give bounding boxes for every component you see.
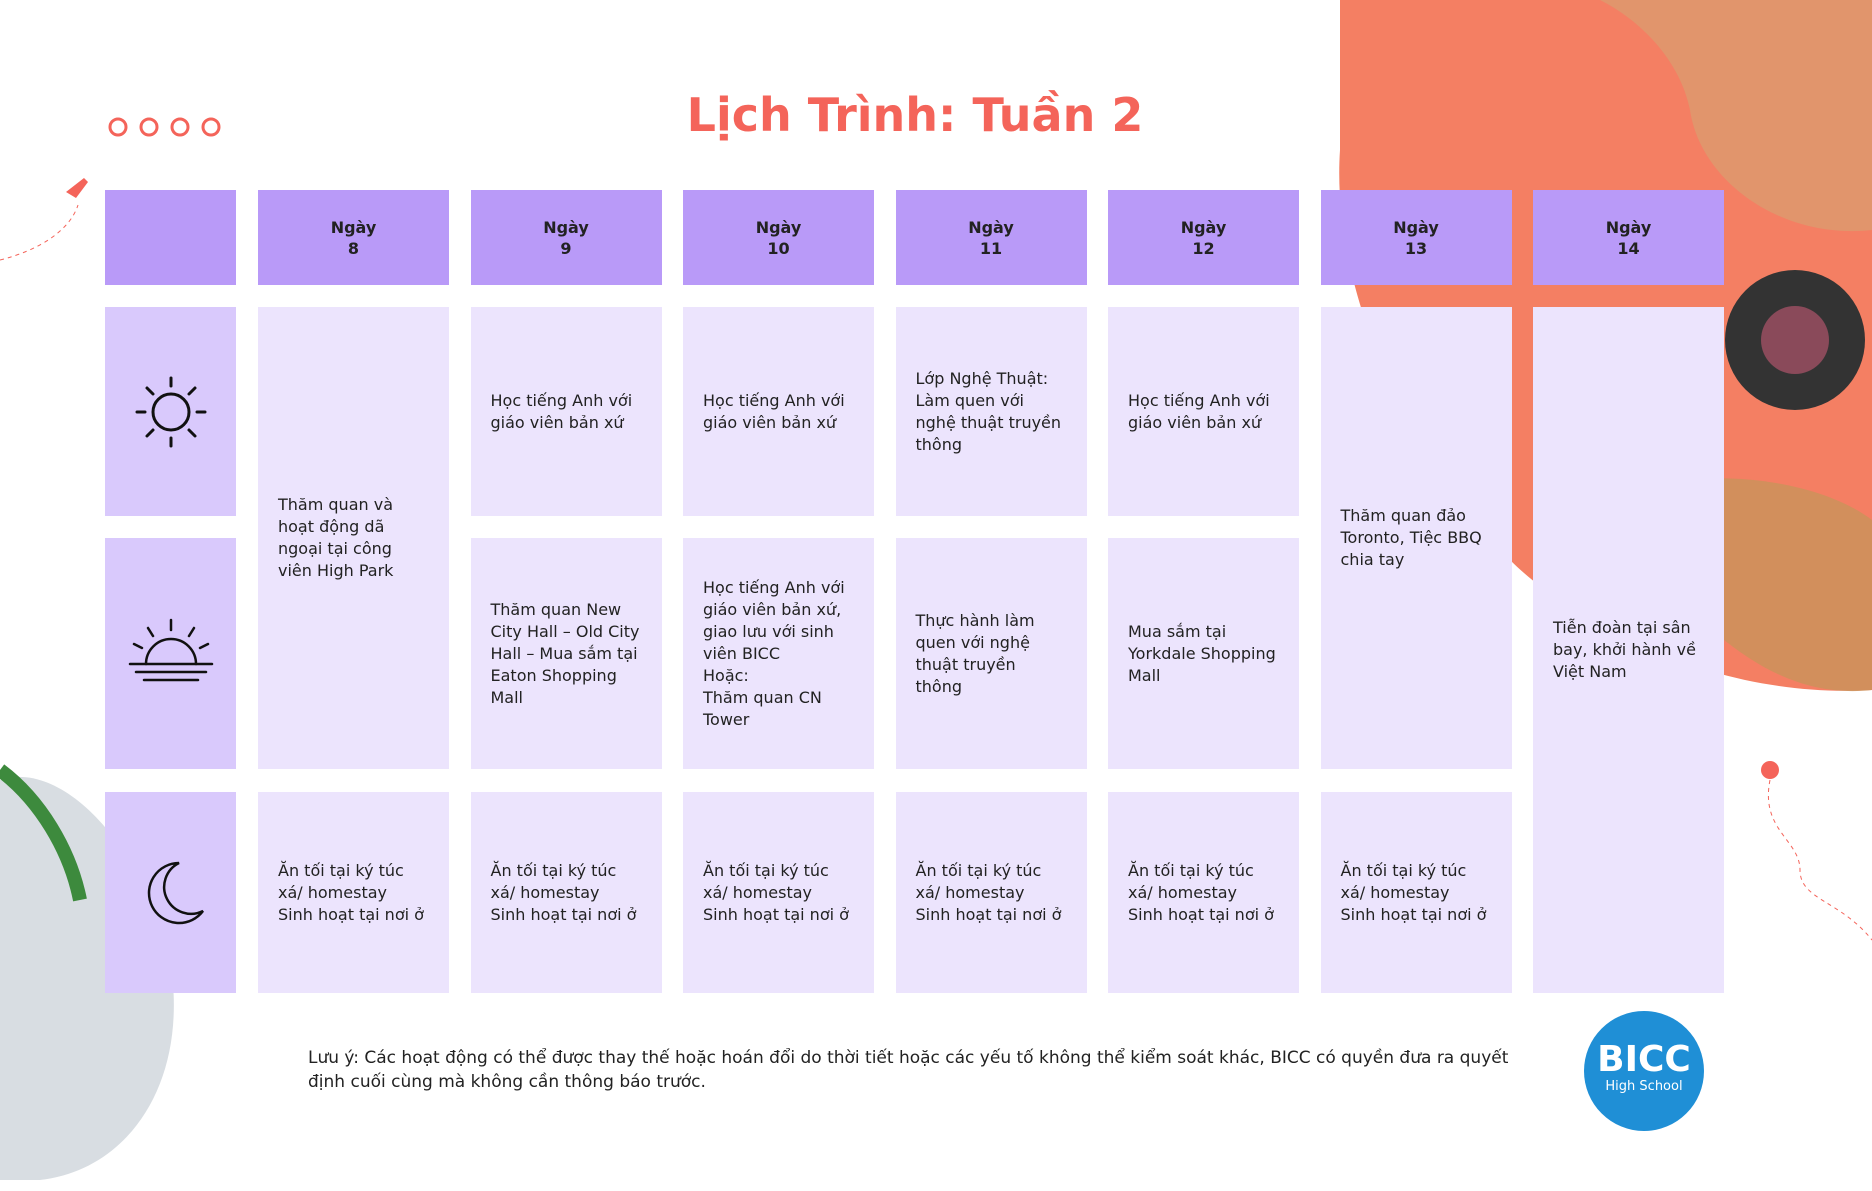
morning-icon [105, 307, 236, 516]
activity-text: Thăm quan và hoạt động dã ngoại tại công… [278, 495, 394, 580]
activity-text: Ăn tối tại ký túc xá/ homestay Sinh hoạt… [703, 860, 849, 924]
day-label: Ngày [543, 217, 589, 237]
logo: BICC High School [1584, 1011, 1704, 1131]
day-header: Ngày 10 [683, 190, 874, 285]
schedule-cell: Học tiếng Anh với giáo viên bản xứ [1108, 307, 1299, 516]
day-label: Ngày [755, 217, 802, 237]
moon-icon [147, 861, 204, 924]
activity-text: Ăn tối tại ký túc xá/ homestay Sinh hoạt… [1340, 860, 1487, 924]
day-label: Ngày [1393, 217, 1439, 237]
activity-text: Ăn tối tại ký túc xá/ homestay Sinh hoạt… [1128, 860, 1274, 924]
schedule-cell: Lớp Nghệ Thuật: Làm quen với nghệ thuật … [895, 307, 1087, 516]
schedule-cell: Học tiếng Anh với giáo viên bản xứ, giao… [683, 538, 874, 769]
evening-icon [105, 792, 236, 993]
activity-text: Mua sắm tại Yorkdale Shopping Mall [1128, 621, 1276, 685]
sunset-icon [128, 618, 213, 681]
activity-text: Ăn tối tại ký túc xá/ homestay Sinh hoạt… [278, 860, 424, 924]
day-header: Ngày 11 [895, 190, 1087, 285]
schedule-cell: Ăn tối tại ký túc xá/ homestay Sinh hoạt… [1320, 792, 1512, 993]
day-label: Ngày [968, 217, 1014, 237]
logo-subtitle: High School [1605, 1079, 1683, 1094]
activity-text: Ăn tối tại ký túc xá/ homestay Sinh hoạt… [915, 860, 1062, 924]
schedule-cell: Học tiếng Anh với giáo viên bản xứ [683, 307, 874, 516]
schedule-cell: Ăn tối tại ký túc xá/ homestay Sinh hoạt… [1108, 792, 1299, 993]
activity-text: Thực hành làm quen với nghệ thuật truyền… [915, 610, 1035, 696]
schedule-cell: Ăn tối tại ký túc xá/ homestay Sinh hoạt… [683, 792, 874, 993]
day-number: 10 [767, 238, 790, 258]
schedule-cell: Tiễn đoàn tại sân bay, khởi hành về Việt… [1533, 307, 1724, 993]
day-number: 14 [1617, 238, 1640, 258]
schedule-cell: Thăm quan đảo Toronto, Tiệc BBQ chia tay [1320, 307, 1512, 769]
schedule-cell: Ăn tối tại ký túc xá/ homestay Sinh hoạt… [895, 792, 1087, 993]
activity-text: Học tiếng Anh với giáo viên bản xứ [1128, 390, 1270, 432]
schedule-cell: Thực hành làm quen với nghệ thuật truyền… [895, 538, 1087, 769]
activity-text: Ăn tối tại ký túc xá/ homestay Sinh hoạt… [490, 860, 637, 924]
day-header: Ngày 9 [470, 190, 662, 285]
afternoon-icon [105, 538, 236, 769]
note: Lưu ý: Các hoạt động có thể được thay th… [308, 1048, 1509, 1092]
schedule-cell: Ăn tối tại ký túc xá/ homestay Sinh hoạt… [258, 792, 449, 993]
activity-text: Học tiếng Anh với giáo viên bản xứ [490, 390, 633, 432]
activity-text: Lớp Nghệ Thuật: Làm quen với nghệ thuật … [915, 368, 1062, 454]
activity-text: Học tiếng Anh với giáo viên bản xứ [703, 390, 845, 432]
activity-text: Học tiếng Anh với giáo viên bản xứ, giao… [703, 577, 845, 729]
day-number: 13 [1404, 238, 1428, 258]
schedule-cell: Thăm quan New City Hall – Old City Hall … [470, 538, 662, 769]
day-header: Ngày 12 [1108, 190, 1299, 285]
day-header: Ngày 13 [1320, 190, 1512, 285]
day-number: 8 [347, 238, 360, 258]
title: Lịch Trình: Tuần 2 [686, 88, 1144, 142]
day-number: 9 [560, 238, 572, 258]
day-number: 11 [979, 238, 1003, 258]
day-label: Ngày [1605, 217, 1652, 237]
activity-text: Thăm quan New City Hall – Old City Hall … [490, 599, 640, 707]
day-header: Ngày 8 [258, 190, 449, 285]
activity-text: Tiễn đoàn tại sân bay, khởi hành về Việt… [1553, 618, 1696, 681]
corner-cell [105, 190, 236, 285]
activity-text: Thăm quan đảo Toronto, Tiệc BBQ chia tay [1340, 506, 1482, 569]
day-number: 12 [1192, 238, 1215, 258]
day-label: Ngày [330, 217, 377, 237]
logo-name: BICC [1597, 1039, 1691, 1080]
sun-icon [135, 376, 206, 447]
schedule-cell: Ăn tối tại ký túc xá/ homestay Sinh hoạt… [470, 792, 662, 993]
schedule-cell: Học tiếng Anh với giáo viên bản xứ [470, 307, 662, 516]
schedule-cell: Thăm quan và hoạt động dã ngoại tại công… [258, 307, 449, 769]
day-label: Ngày [1180, 217, 1227, 237]
schedule-cell: Mua sắm tại Yorkdale Shopping Mall [1108, 538, 1299, 769]
day-header: Ngày 14 [1533, 190, 1724, 285]
